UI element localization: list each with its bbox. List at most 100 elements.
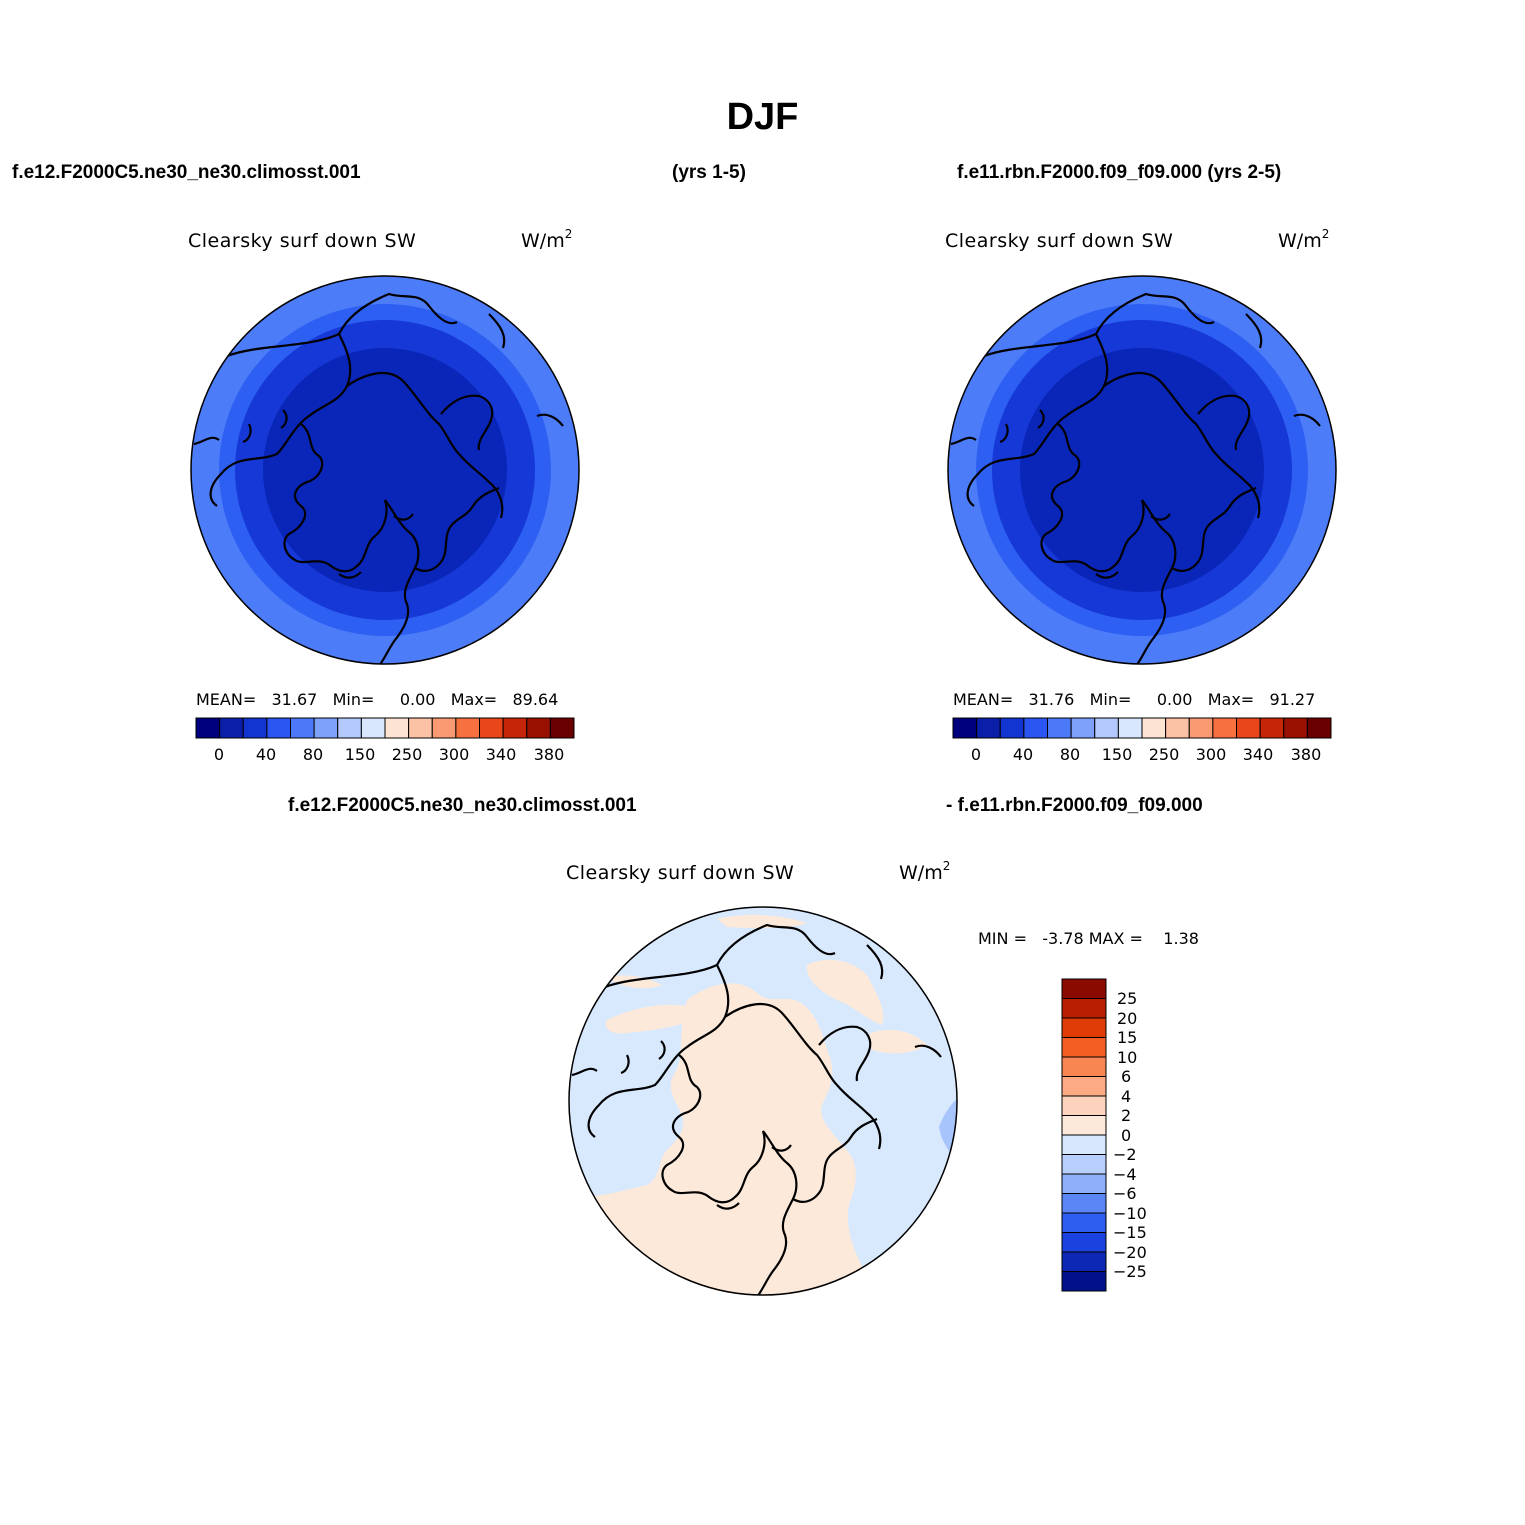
colorbar-tick: 250 [391,745,423,764]
colorbar-swatch [219,717,244,739]
colorbar-swatch [1047,717,1072,739]
diff-case2-header: - f.e11.rbn.F2000.f09_f09.000 [946,795,1203,816]
diff-colorbar-swatch [1061,1154,1107,1175]
diff-colorbar-tick: −15 [1113,1223,1147,1242]
diff-colorbar-swatch [1061,998,1107,1019]
colorbar-swatch [266,717,291,739]
diff-positive-patch [867,1029,927,1054]
diff-colorbar-swatch [1061,1115,1107,1136]
diff-colorbar-tick: 10 [1117,1048,1138,1067]
colorbar-tick: 340 [485,745,517,764]
colorbar-swatch [479,717,504,739]
diff-colorbar-swatch [1061,1212,1107,1233]
diff-colorbar-tick: 15 [1117,1028,1138,1047]
coastlines [571,923,942,1295]
diff-colorbar-tick: 2 [1121,1106,1132,1125]
colorbar-swatch [1070,717,1096,739]
panel2-polar-map [947,275,1337,665]
colorbar-tick: 80 [302,745,324,764]
panel2-colorbar [952,717,1332,739]
colorbar-tick: 340 [1242,745,1274,764]
figure-title: DJF [726,96,799,138]
diff-colorbar-tick: −25 [1113,1262,1147,1281]
ring-inner [1020,348,1264,592]
diff-positive-field [569,983,867,1295]
diff-positive-patch [605,1004,702,1034]
diff-colorbar-tick: 0 [1121,1126,1132,1145]
panel1-units: W/m2 [521,227,573,252]
diff-colorbar-swatch [1061,1173,1107,1194]
colorbar-swatch [999,717,1025,739]
colorbar-swatch [290,717,315,739]
colorbar-swatch [1165,717,1190,739]
colorbar-swatch [408,717,433,739]
diff-colorbar-swatch [1061,1037,1107,1058]
diff-colorbar-tick: 25 [1117,989,1138,1008]
diff-colorbar-swatch [1061,978,1107,999]
colorbar-swatch [549,717,575,739]
colorbar-tick: 380 [1290,745,1322,764]
panel1-stats: MEAN= 31.67 Min= 0.00 Max= 89.64 [196,690,559,709]
diff-min-max: MIN = -3.78 MAX = 1.38 [978,929,1199,948]
colorbar-swatch [502,717,528,739]
colorbar-swatch [1306,717,1332,739]
colorbar-tick: 380 [533,745,565,764]
diff-colorbar-swatch [1061,1232,1107,1253]
colorbar-tick: 300 [1195,745,1227,764]
diff-colorbar-swatch [1061,1251,1107,1272]
colorbar-tick: 150 [344,745,376,764]
diff-colorbar-tick: −10 [1113,1204,1147,1223]
diff-positive-patch [806,959,884,1025]
panel1-polar-map [190,275,580,665]
diff-colorbar-swatch [1061,1017,1107,1038]
colorbar-tick: 0 [213,745,225,764]
diff-colorbar-tick: −2 [1113,1145,1137,1164]
diff-colorbar-tick: 6 [1121,1067,1132,1086]
coastlines [193,292,564,664]
colorbar-tick: 0 [970,745,982,764]
diff-colorbar-tick: −6 [1113,1184,1137,1203]
colorbar-swatch [526,717,551,739]
diff-colorbar-swatch [1061,1271,1107,1292]
diff-colorbar-swatch [1061,1134,1107,1155]
diff-polar-map [568,906,958,1296]
diff-colorbar-tick: 20 [1117,1009,1138,1028]
diff-colorbar-swatch [1061,1095,1107,1116]
panel2-variable: Clearsky surf down SW [945,230,1174,252]
colorbar-swatch [1141,717,1167,739]
colorbar-swatch [952,717,978,739]
colorbar-swatch [313,717,339,739]
colorbar-swatch [1094,717,1119,739]
diff-variable: Clearsky surf down SW [566,862,795,884]
diff-positive-patch [607,975,662,989]
case2-header: f.e11.rbn.F2000.f09_f09.000 (yrs 2-5) [957,162,1282,183]
colorbar-tick: 250 [1148,745,1180,764]
colorbar-swatch [1236,717,1261,739]
panel2-stats: MEAN= 31.76 Min= 0.00 Max= 91.27 [953,690,1316,709]
years1-header: (yrs 1-5) [672,162,746,183]
ring-inner [263,348,507,592]
case1-header: f.e12.F2000C5.ne30_ne30.climosst.001 [12,162,361,183]
diff-colorbar-swatch [1061,1056,1107,1077]
panel1-variable: Clearsky surf down SW [188,230,417,252]
colorbar-tick: 300 [438,745,470,764]
diff-case1-header: f.e12.F2000C5.ne30_ne30.climosst.001 [288,795,637,816]
colorbar-swatch [242,717,268,739]
colorbar-swatch [1188,717,1214,739]
panel1-colorbar [195,717,575,739]
colorbar-swatch [337,717,362,739]
diff-colorbar-tick: 4 [1121,1087,1132,1106]
colorbar-swatch [1212,717,1237,739]
colorbar-swatch [360,717,386,739]
coastlines [950,292,1321,664]
colorbar-swatch [1023,717,1048,739]
panel2-units: W/m2 [1278,227,1330,252]
colorbar-swatch [195,717,221,739]
colorbar-swatch [431,717,457,739]
colorbar-swatch [1117,717,1143,739]
colorbar-swatch [1283,717,1308,739]
diff-colorbar [1061,978,1107,1292]
colorbar-tick: 40 [1012,745,1034,764]
diff-colorbar-swatch [1061,1193,1107,1214]
colorbar-swatch [455,717,480,739]
